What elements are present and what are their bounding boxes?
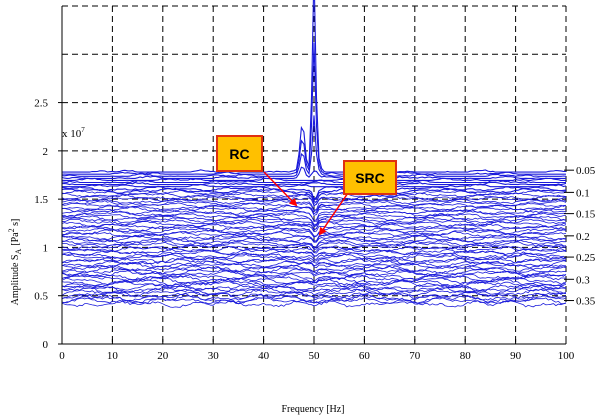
right-tick-label: 0.25 [576,252,596,264]
y-multiplier: x 107 [62,126,85,140]
right-tick-label: 0.2 [576,231,590,243]
right-tick-label: 0.15 [576,209,596,221]
spectrum-series [61,222,567,233]
x-tick-label: 80 [460,350,472,362]
spectrum-series [61,181,567,186]
x-tick-label: 50 [309,350,321,362]
spectrum-series [61,294,567,304]
src-callout-label: SRC [355,170,385,186]
spectrum-series [62,183,567,188]
y-tick-label: 1 [43,242,49,254]
spectrum-series [61,282,567,291]
x-tick-label: 20 [157,350,169,362]
spectrum-series [61,249,567,258]
x-tick-label: 60 [359,350,371,362]
spectrum-series [61,274,567,284]
spectrum-series [61,179,566,184]
src-callout-box [343,160,397,195]
x-tick-label: 70 [409,350,421,362]
rc-callout-label: RC [229,146,249,162]
y-axis-ticks: 0 0.5 1 1.5 2 2.5 [34,98,62,351]
spectrum-series [61,261,567,270]
spectrum-series [61,166,566,179]
spectrum-series [61,235,567,243]
x-tick-label: 0 [59,350,65,362]
right-tick-label: 0.3 [576,274,590,286]
src-arrow [318,189,351,236]
spectrum-series [61,267,567,277]
rc-callout-box [216,135,263,172]
right-tick-label: 0.05 [576,165,596,177]
y-tick-label: 0.5 [34,291,48,303]
spectrum-series [61,206,567,216]
spectrum-series [61,251,567,260]
y-tick-label: 1.5 [34,194,48,206]
spectrum-series [61,259,567,268]
spectrum-series [61,265,567,275]
spectrum-series [61,210,567,222]
spectrum-series [61,42,566,175]
spectrum-series [61,204,566,215]
spectrum-series [61,196,567,207]
spectrum-series [61,177,566,181]
spectrum-series [61,255,567,264]
x-axis-ticks: 0 10 20 30 40 50 60 70 80 90 100 [59,339,575,362]
spectrum-series [61,229,567,238]
x-tick-label: 10 [107,350,119,362]
spectrum-series [61,226,567,237]
spectrum-series [61,270,567,279]
spectrum-series [62,0,567,173]
x-tick-label: 100 [558,350,575,362]
y-tick-label: 2 [43,146,49,158]
spectrum-series [61,288,567,298]
spectrum-series [61,220,567,231]
rc-arrow [263,171,298,207]
x-tick-label: 40 [258,350,270,362]
y-tick-label: 2.5 [34,98,48,110]
spectrum-series [61,245,567,254]
spectrum-series [61,191,567,203]
y-axis-label: Amplitude SA[Pa2 s] [7,219,23,306]
spectrum-series [61,280,567,290]
spectrum-series-group [61,0,567,308]
spectrum-series [61,239,567,249]
y-tick-label: 0 [43,339,49,351]
spectrum-series [61,212,567,225]
spectrum-series [61,299,567,308]
spectrum-series [61,115,567,177]
spectrum-series [61,187,567,202]
right-tick-label: 0.35 [576,296,596,308]
x-tick-label: 90 [510,350,522,362]
annotations: RC SRC [216,135,397,236]
spectrum-series [61,216,567,228]
x-axis-label: Frequency [Hz] [281,404,344,415]
right-axis-labels: 0.05 0.1 0.15 0.2 0.25 0.3 0.35 [564,165,596,308]
x-tick-label: 30 [208,350,220,362]
spectrum-series [61,284,567,294]
right-tick-label: 0.1 [576,187,590,199]
spectrum-series [61,214,567,227]
spectrum-series [61,290,567,300]
